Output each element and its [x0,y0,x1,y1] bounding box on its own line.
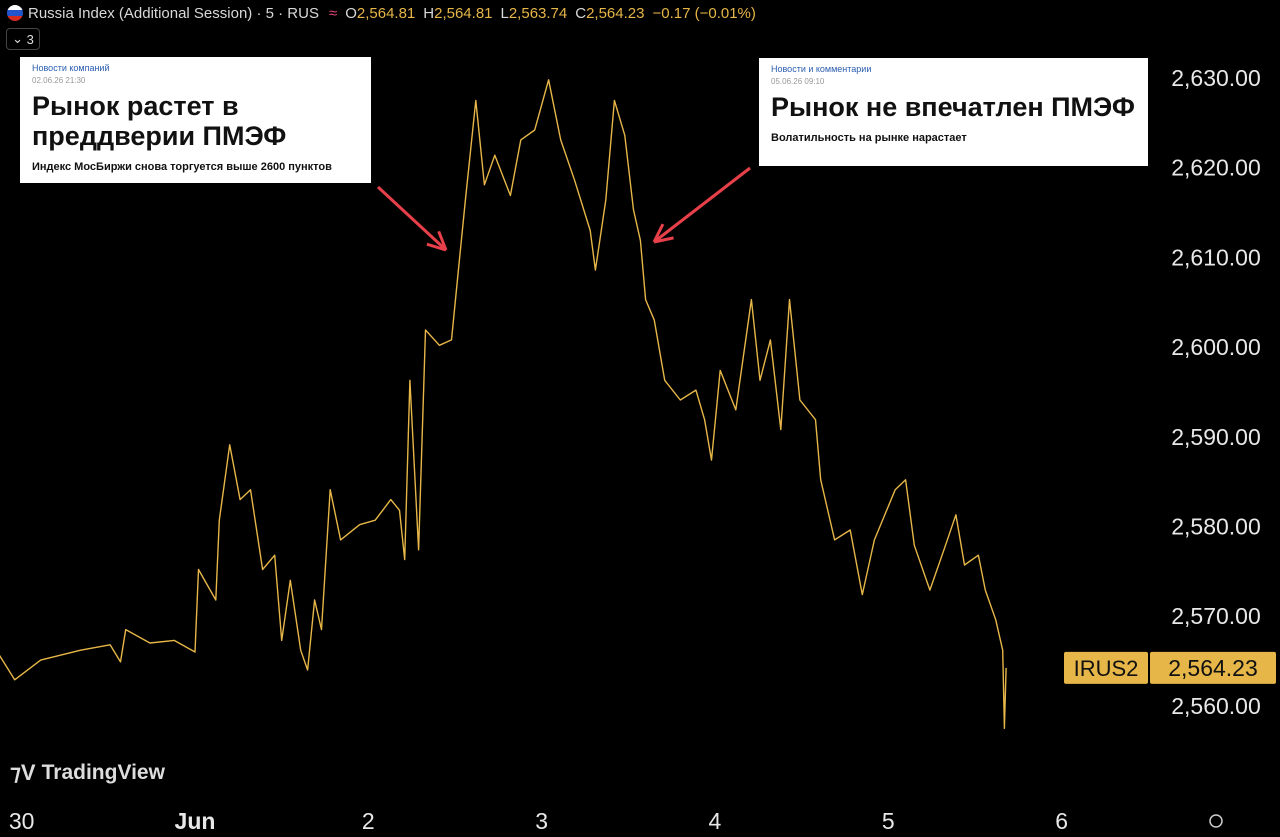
arrow [653,166,751,244]
symbol-tag [1064,651,1148,684]
arrow-head [437,230,448,251]
x-tick-label: 4 [709,808,722,834]
indicator-count: 3 [26,31,34,47]
symbol-title[interactable]: Russia Index (Additional Session) · 5 · … [28,4,319,22]
symbol-tag-label: IRUS2 [1074,656,1139,681]
y-tick-label: 2,570.00 [1171,603,1261,629]
x-tick-label: Jun [175,808,216,834]
x-tick-label: 2 [362,808,375,834]
ohlc-value: 2,563.74 [508,4,568,22]
y-tick-label: 2,620.00 [1171,155,1261,181]
price-line [0,79,1007,729]
arrow [376,185,448,252]
news-headline: Рынок не впечатлен ПМЭФ [771,92,1135,122]
x-tick-label: 30 [9,808,35,834]
ohlc-value: 2,564.81 [356,4,416,22]
y-tick-label: 2,600.00 [1171,334,1261,360]
ohlc-key: O [345,4,357,22]
y-tick-label: 2,560.00 [1171,693,1261,719]
watermark-text: TradingView [41,761,165,784]
change: −0.17 (−0.01%) [652,4,756,22]
news-date: 02.06.26 21:30 [32,76,86,85]
header: Russia Index (Additional Session) · 5 · … [0,3,756,23]
ohlc: O 2,564.81 H 2,564.81 L 2,563.74 C 2,564.23 [337,5,644,22]
x-tick-label: 5 [882,808,895,834]
arrow-head [652,223,665,243]
news-headline: Рынок растет в преддверии ПМЭФ [32,91,287,151]
ohlc-key: H [423,4,435,22]
y-tick-label: 2,580.00 [1171,513,1261,539]
news-source: Новости и комментарии [771,64,872,74]
news-card: Новости и комментарии 05.06.26 09:10 Рын… [759,58,1148,166]
y-tick-label: 2,590.00 [1171,424,1261,450]
logo-mark: ⁊V [10,760,36,785]
indicator-toggle[interactable]: ⌄ 3 [6,28,40,50]
x-tick-label: 6 [1055,808,1068,834]
news-card: Новости компаний 02.06.26 21:30 Рынок ра… [20,57,371,183]
session-icon: ≈ [328,4,338,22]
ohlc-value: 2,564.81 [434,4,493,22]
flag [7,5,23,21]
ohlc-value: 2,564.23 [586,4,645,22]
arrow-head [653,236,674,244]
x-tick-label: 3 [535,808,548,834]
ohlc-key: C [575,4,587,22]
news-source: Новости компаний [32,63,110,73]
y-tick-label: 2,630.00 [1171,65,1261,91]
news-subtitle: Волатильность на рынке нарастает [771,132,967,144]
ohlc-key: L [500,4,509,22]
y-tick-label: 2,610.00 [1171,244,1261,270]
price-tag [1150,651,1276,684]
price-tag-label: 2,564.23 [1168,655,1258,681]
watermark: ⁊V TradingView [10,760,165,786]
settings-icon [1209,814,1223,828]
arrow-head [426,242,447,252]
news-subtitle: Индекс МосБиржи снова торгуется выше 260… [32,161,332,173]
news-date: 05.06.26 09:10 [771,77,825,86]
